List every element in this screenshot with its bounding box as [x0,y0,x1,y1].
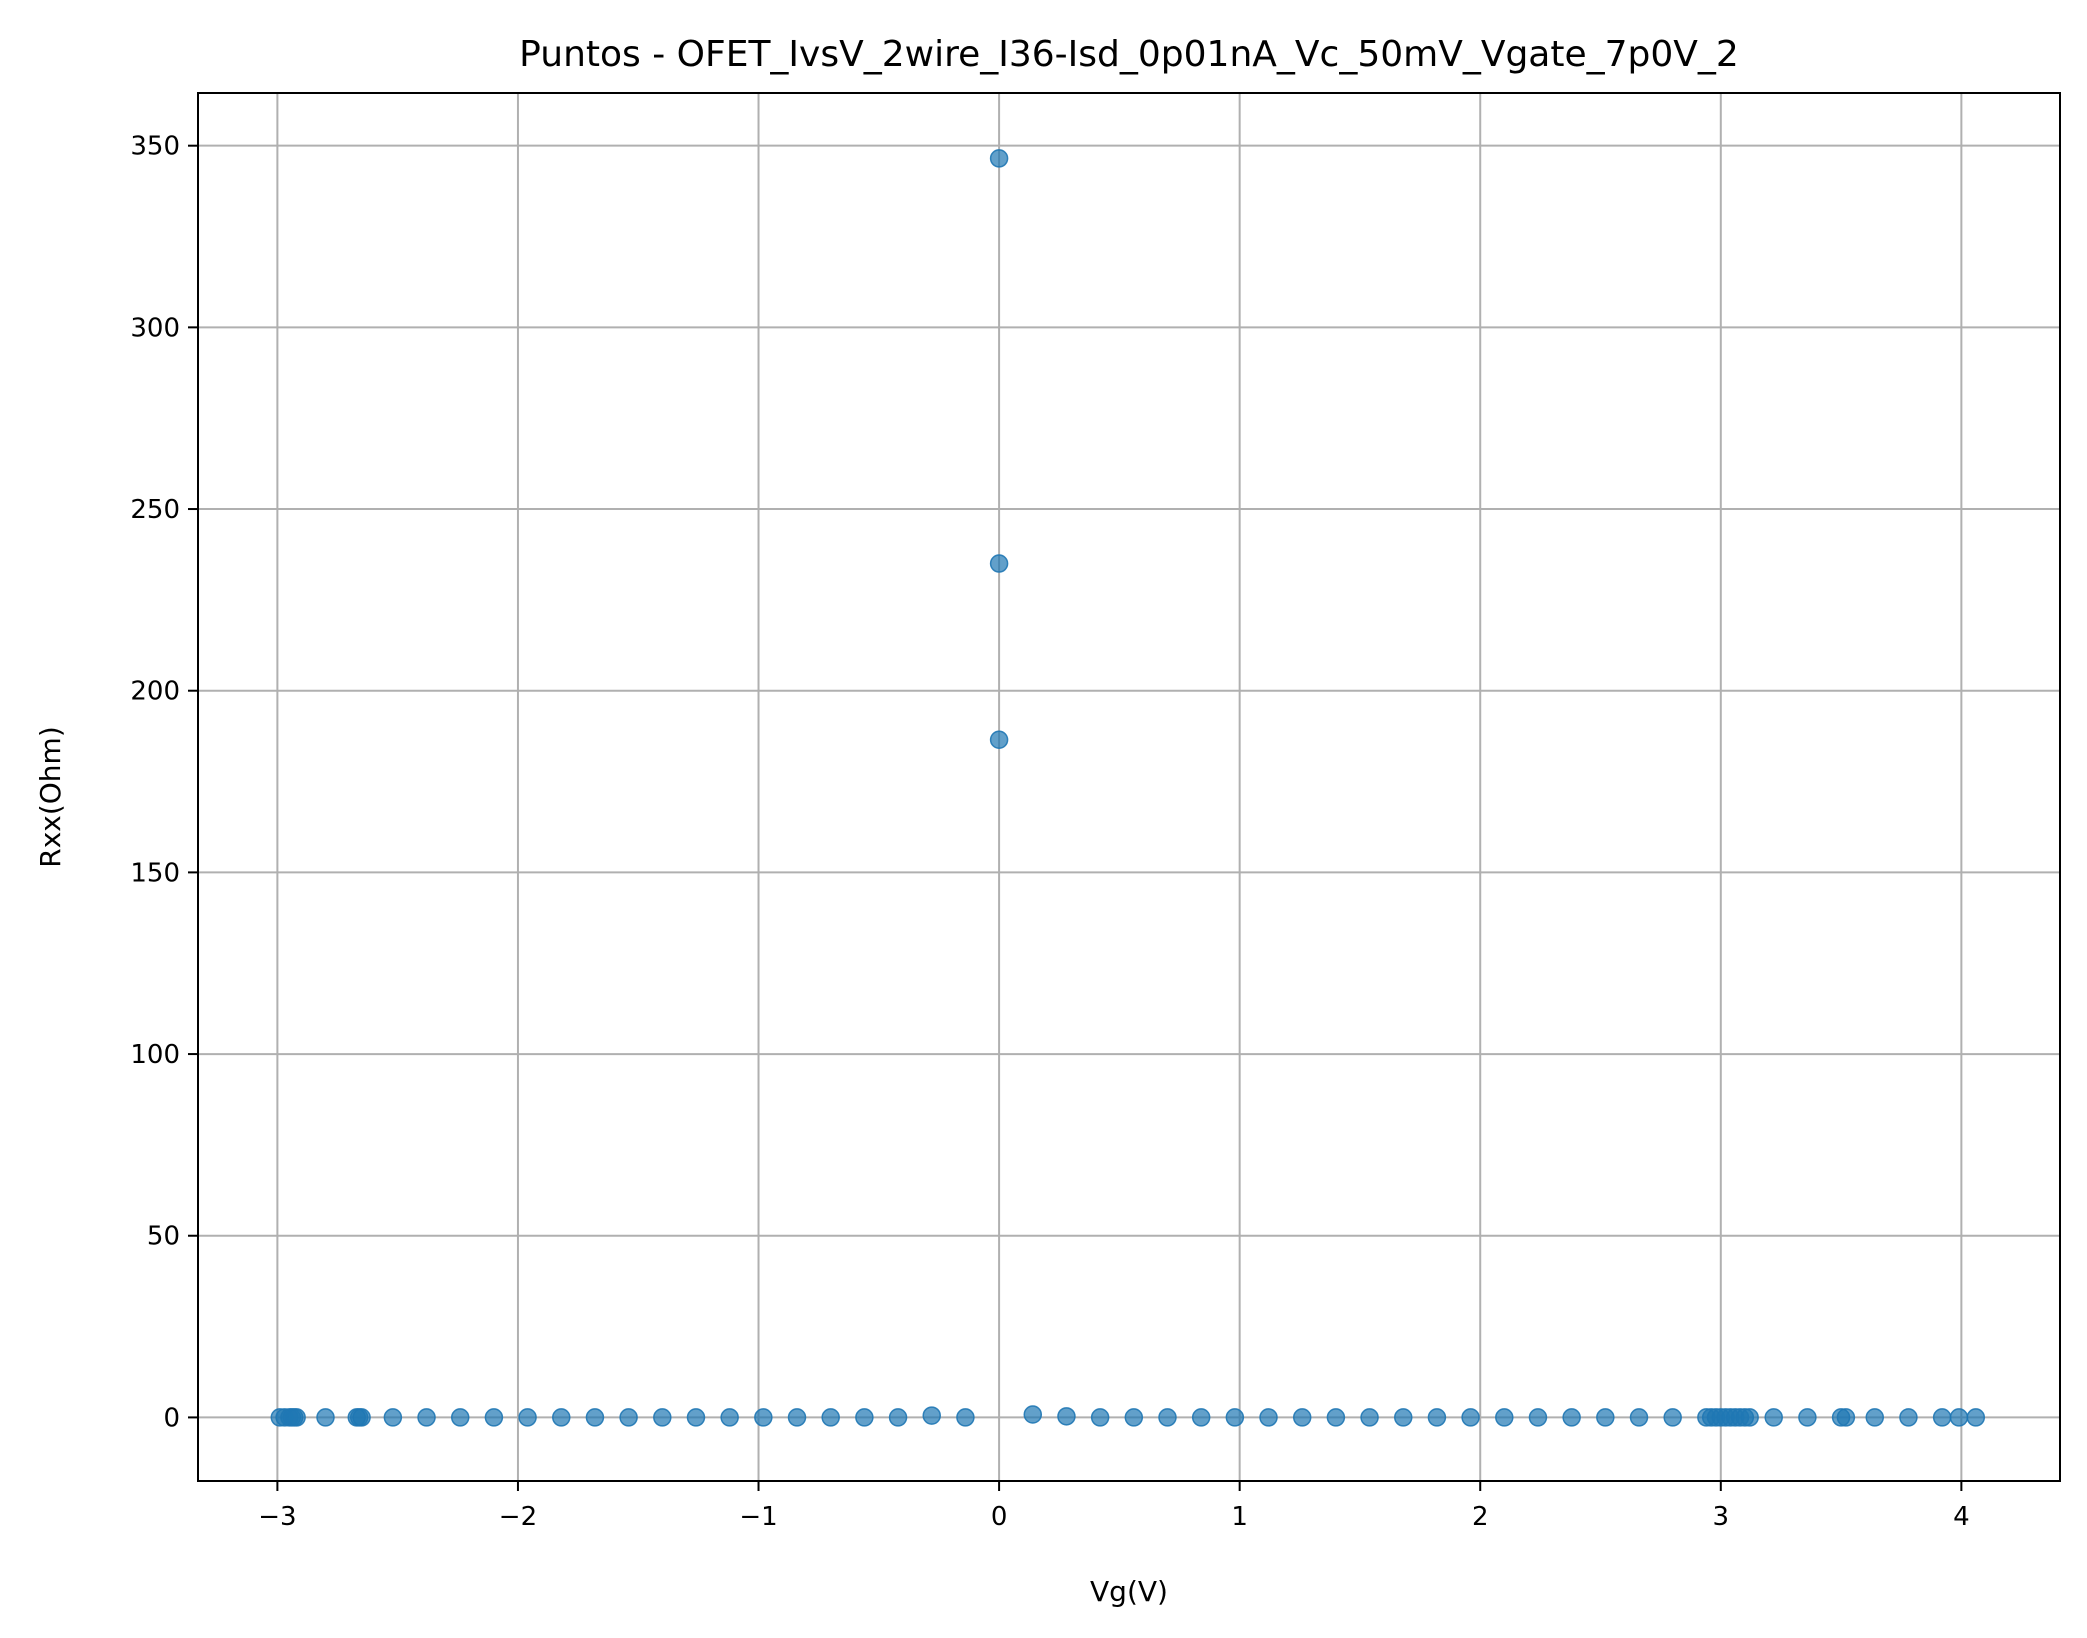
data-point [1764,1408,1783,1427]
data-point [855,1408,874,1427]
data-point [1629,1408,1649,1427]
y-tick-label: 300 [130,313,180,343]
data-point [754,1408,773,1427]
data-point [1461,1408,1480,1427]
data-point [1259,1408,1278,1427]
data-point [484,1408,504,1427]
x-axis-label: Vg(V) [1090,1575,1168,1608]
x-tick-label: −3 [258,1502,296,1532]
data-point [956,1408,975,1427]
data-point [1798,1408,1817,1427]
data-point [417,1408,436,1427]
y-tick-label: 250 [130,495,180,525]
ticks-layer: −3 −2 −1 0 1 2 3 4 0 50 100 150 200 250 300 350 [130,132,1969,1532]
y-tick-label: 50 [147,1222,180,1252]
data-point [450,1408,470,1427]
x-tick-label: 1 [1231,1502,1248,1532]
data-point [1393,1408,1413,1427]
data-point [1663,1408,1682,1427]
data-point [316,1408,335,1427]
grid-layer [198,93,2060,1481]
data-point [653,1408,672,1427]
data-point [1057,1407,1076,1426]
data-point [989,149,1009,168]
chart-title: Puntos - OFET_IvsV_2wire_I36-Isd_0p01nA_… [519,34,1739,75]
data-point [518,1408,537,1427]
data-point [1191,1408,1211,1427]
x-tick-label: −1 [739,1502,777,1532]
data-point [821,1408,840,1427]
data-point [1495,1408,1514,1427]
x-tick-label: 2 [1472,1502,1489,1532]
data-point [720,1408,739,1427]
y-tick-label: 150 [130,858,180,888]
data-point [1562,1408,1581,1427]
data-point [619,1408,638,1427]
data-point [585,1408,605,1427]
data-point [1949,1408,1969,1427]
data-point [287,1408,306,1427]
data-point [686,1408,706,1427]
data-point [888,1408,908,1427]
data-point [1596,1408,1615,1427]
y-tick-label: 350 [130,132,180,162]
data-point [1932,1408,1952,1427]
data-point [1158,1408,1177,1427]
data-point [1865,1408,1885,1427]
x-tick-label: 3 [1713,1502,1730,1532]
data-point [1360,1408,1379,1427]
data-point [1124,1408,1144,1427]
data-point [1023,1405,1043,1424]
data-point [989,730,1009,750]
data-point [352,1408,371,1427]
data-point [989,554,1009,573]
data-point [1427,1408,1447,1427]
points-layer [270,149,1986,1427]
data-point [1740,1408,1759,1427]
data-point [1225,1408,1245,1427]
data-point [922,1406,941,1425]
y-tick-label: 0 [163,1403,180,1433]
data-point [1326,1408,1346,1427]
data-point [1528,1408,1548,1427]
y-tick-label: 200 [130,677,180,707]
x-tick-label: 0 [991,1502,1008,1532]
data-point [1090,1408,1110,1427]
data-point [1966,1408,1986,1427]
data-point [552,1408,571,1427]
data-point [1899,1408,1918,1427]
data-point [787,1408,807,1427]
y-axis-label: Rxx(Ohm) [34,726,67,868]
x-tick-label: −2 [499,1502,537,1532]
data-point [383,1408,403,1427]
data-point [1292,1408,1312,1427]
plot-frame [197,92,2061,1482]
x-tick-label: 4 [1953,1502,1970,1532]
y-tick-label: 100 [130,1040,180,1070]
data-point [1836,1408,1856,1427]
